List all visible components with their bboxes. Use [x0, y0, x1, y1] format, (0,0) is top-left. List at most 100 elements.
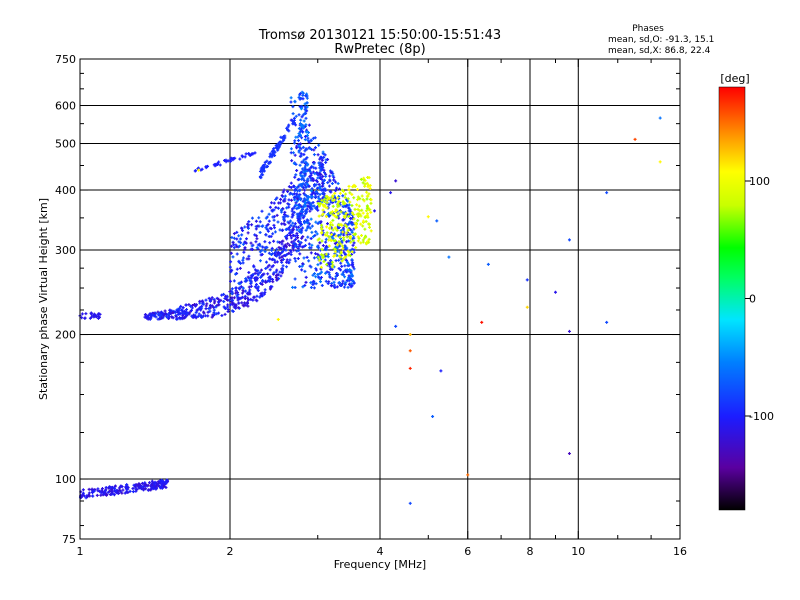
data-point — [85, 495, 89, 499]
data-point — [244, 289, 248, 293]
data-point — [309, 189, 313, 193]
data-point — [301, 130, 305, 134]
data-point — [312, 204, 316, 208]
data-point — [263, 246, 267, 250]
data-point — [348, 212, 352, 216]
data-point — [334, 180, 338, 184]
data-point — [333, 286, 337, 290]
data-point — [212, 297, 216, 301]
data-point — [320, 283, 324, 287]
data-point — [287, 221, 291, 225]
data-point — [351, 239, 355, 243]
data-point — [299, 154, 303, 158]
data-point — [307, 184, 311, 188]
data-point — [295, 231, 299, 235]
data-point — [301, 145, 305, 149]
data-point — [255, 237, 259, 241]
chart-title: Tromsø 20130121 15:50:00-15:51:43 — [258, 28, 501, 43]
data-point — [241, 286, 245, 290]
data-point — [291, 105, 295, 109]
data-point — [525, 278, 529, 282]
data-point — [254, 298, 258, 302]
data-point — [311, 283, 315, 287]
data-point — [241, 256, 245, 260]
data-point — [303, 102, 307, 106]
data-point — [184, 313, 188, 317]
data-point — [258, 259, 262, 263]
data-point — [320, 184, 324, 188]
data-point — [226, 303, 230, 307]
data-point — [164, 481, 168, 485]
data-point — [87, 487, 91, 491]
data-point — [287, 185, 291, 189]
data-point — [222, 300, 226, 304]
data-point — [300, 124, 304, 128]
data-point — [361, 181, 365, 185]
data-point — [313, 233, 317, 237]
data-point — [220, 314, 224, 318]
data-point — [264, 280, 268, 284]
data-point — [314, 220, 318, 224]
data-point — [363, 215, 367, 219]
data-point — [286, 189, 290, 193]
data-point — [328, 189, 332, 193]
data-point — [253, 271, 257, 275]
data-point — [337, 200, 341, 204]
data-point — [298, 105, 302, 109]
data-point — [111, 492, 115, 496]
data-point — [280, 194, 284, 198]
data-point — [144, 487, 148, 491]
data-point — [305, 147, 309, 151]
data-point — [232, 296, 236, 300]
data-point — [316, 263, 320, 267]
data-point — [268, 268, 272, 272]
data-point — [295, 225, 299, 229]
data-point — [318, 193, 322, 197]
data-point — [304, 112, 308, 116]
data-point — [285, 126, 289, 130]
data-point — [274, 144, 278, 148]
data-point — [327, 202, 331, 206]
data-point — [567, 238, 571, 242]
data-point — [348, 283, 352, 287]
data-point — [356, 195, 360, 199]
data-point — [356, 187, 360, 191]
data-point — [183, 309, 187, 313]
data-point — [337, 240, 341, 244]
data-point — [335, 215, 339, 219]
data-point — [96, 489, 100, 493]
data-point — [309, 281, 313, 285]
data-point — [224, 160, 228, 164]
data-point — [271, 215, 275, 219]
data-point — [351, 279, 355, 283]
data-point — [333, 210, 337, 214]
data-point — [343, 283, 347, 287]
data-point — [228, 279, 232, 283]
data-point — [303, 209, 307, 213]
data-point — [146, 317, 150, 321]
data-point — [187, 303, 191, 307]
data-point — [147, 488, 151, 492]
data-point — [285, 233, 289, 237]
data-point — [245, 300, 249, 304]
data-point — [326, 157, 330, 161]
data-point — [336, 223, 340, 227]
data-point — [354, 226, 358, 230]
data-point — [348, 254, 352, 258]
data-point — [143, 315, 147, 319]
colorbar-ticks: 100 0 -100 — [745, 175, 774, 423]
data-point — [246, 222, 250, 226]
data-point — [291, 120, 295, 124]
data-point — [298, 133, 302, 137]
data-point — [349, 240, 353, 244]
data-point — [346, 249, 350, 253]
data-point — [269, 286, 273, 290]
data-point — [261, 278, 265, 282]
data-point — [275, 273, 279, 277]
x-tick-label: 4 — [377, 545, 384, 558]
data-point — [339, 210, 343, 214]
data-point — [349, 282, 353, 286]
data-point — [274, 250, 278, 254]
data-point — [303, 107, 307, 111]
data-point — [171, 311, 175, 315]
